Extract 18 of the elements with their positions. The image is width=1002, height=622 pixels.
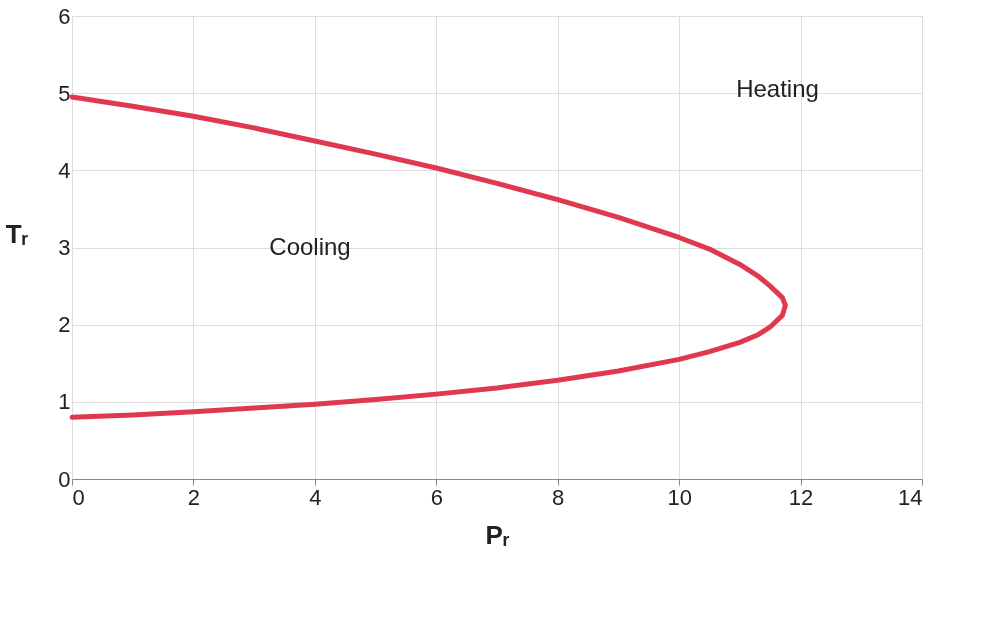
x-tick-label: 14 — [898, 484, 923, 510]
x-axis-title: Pᵣ — [485, 519, 510, 550]
x-tick-label: 2 — [187, 484, 201, 510]
x-tick-label: 8 — [552, 484, 565, 510]
x-tick-label: 10 — [667, 484, 692, 510]
y-tick-label: 1 — [58, 389, 71, 415]
y-tick-label: 5 — [58, 80, 71, 106]
y-tick-label: 6 — [58, 3, 71, 29]
y-tick-label: 3 — [58, 235, 71, 260]
x-tick-label: 6 — [430, 484, 443, 510]
y-tick-label: 2 — [58, 312, 71, 338]
annotation: Heating — [736, 75, 819, 103]
x-tick-label: 12 — [788, 484, 814, 510]
y-tick-label: 4 — [58, 157, 71, 183]
annotation: Cooling — [269, 232, 351, 260]
y-axis-title: Tᵣ — [5, 219, 29, 249]
y-tick-label: 0 — [58, 466, 71, 492]
x-tick-label: 4 — [309, 484, 322, 510]
